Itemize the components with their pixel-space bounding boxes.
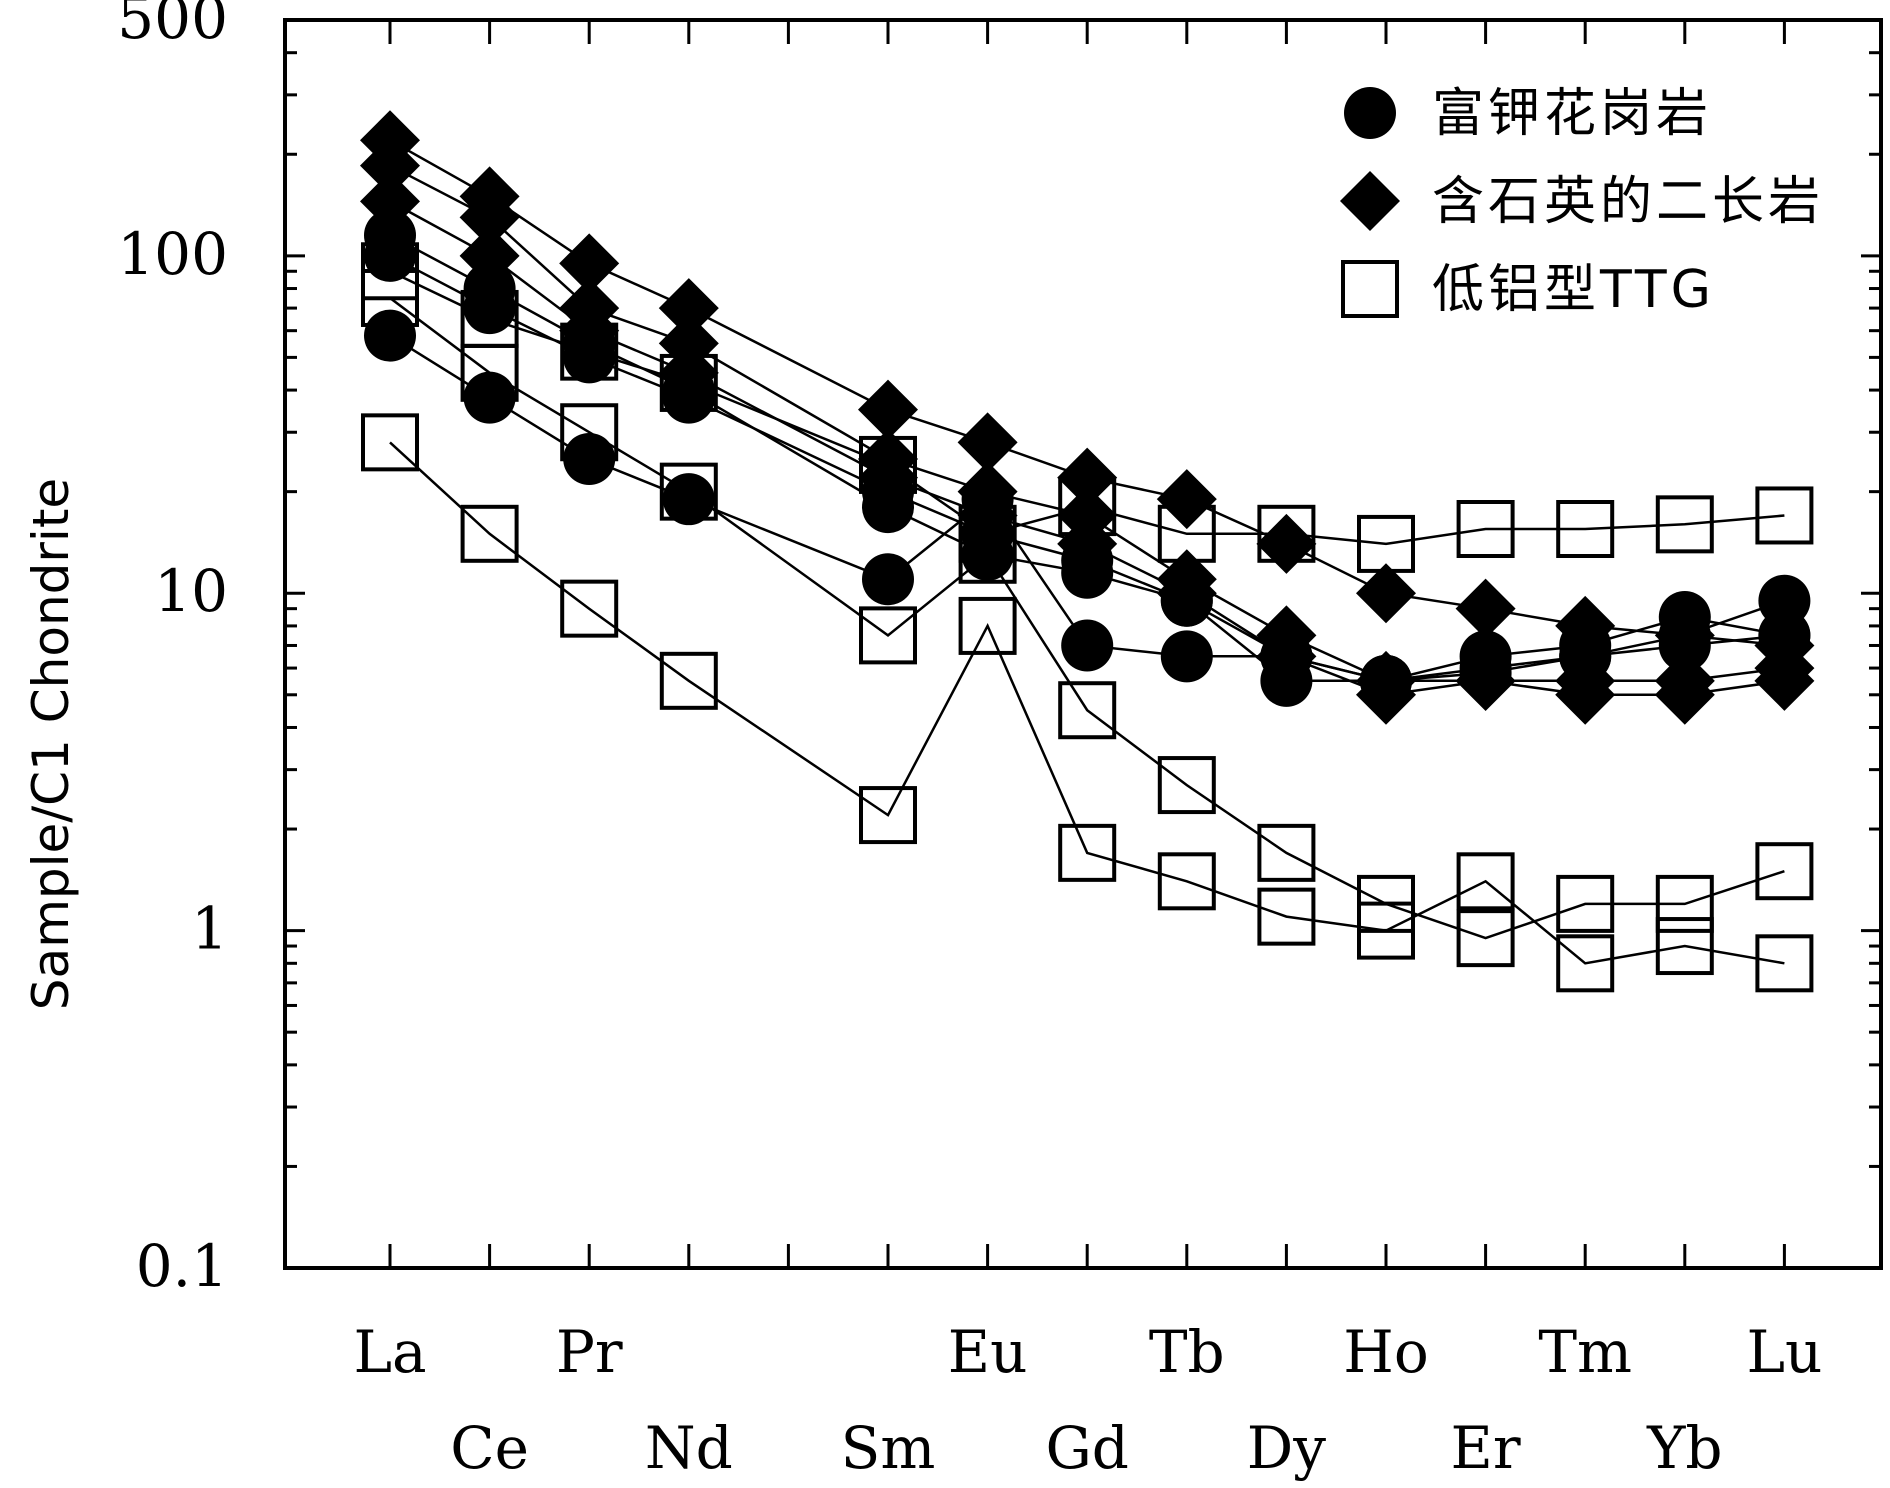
data-point-square	[859, 786, 917, 845]
data-point-circle	[1061, 534, 1114, 587]
data-point-diamond	[1156, 469, 1217, 530]
x-tick-label: Pr	[556, 1318, 623, 1386]
data-point-diamond	[459, 187, 520, 248]
data-point-square	[1755, 842, 1814, 901]
data-point-square	[859, 606, 917, 665]
x-tick-label: Yb	[1646, 1414, 1722, 1482]
x-tick-label: Lu	[1746, 1318, 1822, 1386]
x-tick-label: La	[353, 1318, 426, 1386]
data-point-square	[1157, 756, 1216, 815]
data-point-circle	[1160, 574, 1213, 627]
data-point-circle	[862, 553, 914, 606]
y-tick-label: 10	[154, 557, 228, 625]
data-point-diamond	[360, 135, 420, 196]
legend-square-marker	[1341, 260, 1399, 318]
data-point-diamond	[1256, 513, 1317, 574]
x-tick-label: Tm	[1538, 1318, 1632, 1386]
data-point-circle	[662, 371, 715, 424]
data-point-square	[1556, 874, 1615, 933]
data-point-circle	[1459, 647, 1512, 700]
data-point-circle	[563, 331, 616, 384]
x-tick-label: Nd	[645, 1414, 733, 1482]
data-point-square	[1157, 852, 1216, 911]
legend-label: 富钾花岗岩	[1432, 84, 1712, 144]
axis-ticks	[285, 18, 1881, 1270]
data-point-square	[1456, 852, 1515, 911]
data-point-circle	[463, 282, 516, 335]
legend-label: 低铝型TTG	[1432, 260, 1715, 320]
data-point-circle	[961, 507, 1014, 560]
y-tick-labels: 500 100 10 1 0.1	[117, 0, 228, 1300]
data-point-square	[1357, 874, 1415, 933]
data-point-square	[1755, 934, 1814, 993]
legend-diamond-marker	[1340, 171, 1400, 231]
x-tick-label: Dy	[1247, 1414, 1327, 1482]
x-tick-label: Ho	[1343, 1318, 1429, 1386]
data-point-circle	[1260, 630, 1313, 683]
data-point-square	[958, 596, 1017, 655]
data-point-diamond	[1356, 563, 1416, 624]
data-point-diamond	[858, 379, 918, 440]
y-tick-label: 0.1	[136, 1232, 228, 1300]
data-point-diamond	[658, 278, 719, 339]
data-point-circle	[1758, 609, 1811, 662]
legend-label: 含石英的二长岩	[1432, 172, 1824, 232]
data-point-diamond	[559, 233, 620, 294]
data-point-square	[1655, 495, 1714, 554]
x-tick-label: Sm	[841, 1414, 936, 1482]
series-line	[389, 441, 1785, 965]
data-point-circle	[364, 229, 416, 282]
x-tick-label: Tb	[1149, 1318, 1225, 1386]
x-tick-label: Eu	[948, 1318, 1028, 1386]
x-tick-label: Gd	[1045, 1414, 1128, 1482]
y-tick-label: 500	[117, 0, 228, 52]
data-point-square	[1655, 917, 1714, 976]
data-point-square	[1556, 934, 1615, 993]
data-point-square	[1556, 500, 1615, 559]
data-point-diamond	[1455, 578, 1516, 639]
y-tick-label: 1	[191, 895, 228, 963]
data-point-circle	[1559, 630, 1612, 683]
x-tick-label: Er	[1451, 1414, 1521, 1482]
data-point-circle	[364, 309, 416, 362]
data-point-circle	[1160, 630, 1213, 683]
data-point-circle	[862, 465, 914, 518]
y-tick-label: 100	[117, 220, 228, 288]
data-point-circle	[1658, 619, 1711, 672]
legend-circle-marker	[1344, 87, 1396, 139]
x-tick-label: Ce	[450, 1414, 529, 1482]
data-point-circle	[662, 473, 715, 526]
data-point-square	[1456, 500, 1515, 559]
data-point-square	[1655, 874, 1714, 933]
data-point-diamond	[1057, 447, 1118, 508]
data-point-square	[1257, 823, 1316, 882]
series-markers	[360, 110, 1815, 993]
data-point-square	[659, 651, 718, 710]
data-point-circle	[1360, 654, 1412, 707]
data-point-square	[1456, 909, 1515, 968]
data-point-square	[1058, 681, 1117, 740]
data-point-square	[560, 579, 619, 638]
y-axis-title: Sample/C1 Chondrite	[22, 478, 80, 1010]
data-point-circle	[1061, 619, 1114, 672]
data-point-circle	[463, 371, 516, 424]
data-point-square	[1257, 887, 1316, 946]
data-point-square	[1058, 823, 1117, 882]
data-point-square	[460, 504, 519, 563]
data-point-circle	[563, 432, 616, 485]
data-point-square	[1755, 486, 1814, 545]
x-tick-labels: La Pr Eu Tb Ho Tm Lu Ce Nd Sm Gd Dy Er Yb	[353, 1318, 1822, 1482]
data-point-diamond	[957, 412, 1018, 473]
data-point-square	[361, 413, 419, 472]
